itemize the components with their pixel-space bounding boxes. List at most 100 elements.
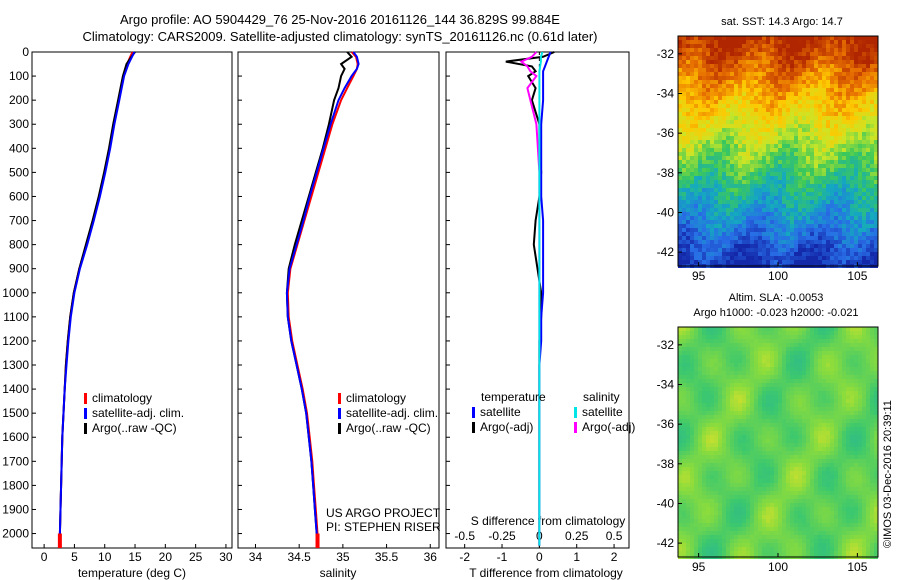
depth-tick-label: 1200 bbox=[2, 334, 29, 348]
depth-tick-label: 0 bbox=[22, 45, 29, 59]
difference-s-tick-label: 0.25 bbox=[565, 529, 589, 543]
depth-tick-label: 1100 bbox=[3, 310, 29, 324]
difference-legend-t-label: Argo(-adj) bbox=[480, 420, 533, 434]
salinity-legend-label: climatology bbox=[346, 391, 406, 405]
sla-map-x-tick-label: 100 bbox=[768, 560, 788, 574]
salinity-legend-swatch bbox=[338, 408, 341, 419]
difference-panel-frame bbox=[445, 51, 630, 549]
depth-tick-label: 1800 bbox=[2, 478, 29, 492]
temperature-x-tick-label: 30 bbox=[219, 550, 233, 564]
temperature-xlabel: temperature (deg C) bbox=[78, 566, 186, 580]
depth-tick-label: 300 bbox=[9, 117, 29, 131]
temperature-legend-swatch bbox=[84, 423, 87, 434]
salinity-panel-frame bbox=[237, 51, 440, 549]
temperature-x-tick-label: 20 bbox=[159, 550, 173, 564]
depth-tick-label: 800 bbox=[9, 238, 29, 252]
salinity-argo-line bbox=[285, 51, 354, 546]
difference-legend-s-label: Argo(-adj) bbox=[582, 420, 635, 434]
temperature-legend-swatch bbox=[84, 393, 87, 404]
temperature-x-tick-label: 0 bbox=[41, 550, 48, 564]
temperature-legend-swatch bbox=[84, 408, 87, 419]
difference-legend-salinity-heading: salinity bbox=[583, 390, 620, 404]
sla-map-y-tick-label: -32 bbox=[657, 338, 675, 352]
sst-map-y-tick-label: -36 bbox=[657, 126, 675, 140]
sst-map-y-tick-label: -40 bbox=[657, 205, 675, 219]
sla-map-y-tick-label: -42 bbox=[657, 536, 675, 550]
difference-legend-s-label: satellite bbox=[582, 405, 623, 419]
difference-t-x-tick-label: 1 bbox=[573, 550, 580, 564]
salinity-x-tick-label: 35.5 bbox=[375, 550, 399, 564]
depth-tick-label: 2000 bbox=[2, 527, 29, 541]
difference-legend-t-label: satellite bbox=[480, 405, 521, 419]
difference-s-tick-label: -0.5 bbox=[454, 529, 475, 543]
imos-watermark: ©IMOS 03-Dec-2016 20:39:11 bbox=[882, 400, 894, 548]
salinity-xlabel: salinity bbox=[320, 566, 357, 580]
difference-s-argo-line bbox=[519, 51, 541, 546]
depth-tick-label: 100 bbox=[9, 69, 29, 83]
temperature-climatology-line bbox=[58, 51, 134, 546]
difference-s-tick-label: -0.25 bbox=[488, 529, 516, 543]
figure-title-line1: Argo profile: AO 5904429_76 25-Nov-2016 … bbox=[120, 12, 560, 27]
depth-tick-label: 1600 bbox=[2, 430, 29, 444]
sst-map-y-tick-label: -42 bbox=[657, 245, 675, 259]
sst-map-x-tick-label: 100 bbox=[768, 269, 788, 283]
temperature-legend-label: climatology bbox=[92, 391, 152, 405]
sla-map-cells bbox=[678, 327, 878, 559]
temperature-legend-label: Argo(..raw -QC) bbox=[92, 421, 177, 435]
temperature-x-tick-label: 25 bbox=[189, 550, 203, 564]
depth-tick-label: 1000 bbox=[2, 286, 29, 300]
difference-t-x-tick-label: -1 bbox=[497, 550, 508, 564]
depth-tick-label: 1900 bbox=[2, 502, 29, 516]
difference-t-xlabel: T difference from climatology bbox=[469, 566, 623, 580]
sla-map-y-tick-label: -40 bbox=[657, 496, 675, 510]
salinity-x-tick-label: 34 bbox=[249, 550, 263, 564]
difference-t-argo-line bbox=[505, 51, 555, 546]
temperature-x-tick-label: 15 bbox=[128, 550, 142, 564]
depth-tick-label: 700 bbox=[9, 214, 29, 228]
sla-map-y-tick-label: -38 bbox=[657, 457, 675, 471]
salinity-x-tick-label: 34.5 bbox=[287, 550, 311, 564]
sla-map-y-tick-label: -34 bbox=[657, 378, 675, 392]
depth-tick-label: 200 bbox=[9, 93, 29, 107]
salinity-x-tick-label: 35 bbox=[336, 550, 350, 564]
figure-title-line2: Climatology: CARS2009. Satellite-adjuste… bbox=[82, 29, 598, 44]
sst-map-y-tick-label: -38 bbox=[657, 166, 675, 180]
difference-s-xlabel: S difference from climatology bbox=[471, 514, 626, 528]
salinity-bottom-marker bbox=[315, 533, 320, 548]
sst-map-cells bbox=[678, 36, 878, 268]
salinity-annotation-line2: PI: STEPHEN RISER bbox=[326, 520, 441, 534]
salinity-legend-swatch bbox=[338, 393, 341, 404]
temperature-x-tick-label: 10 bbox=[98, 550, 112, 564]
difference-t-x-tick-label: 2 bbox=[611, 550, 618, 564]
salinity-satellite-line bbox=[285, 51, 360, 546]
salinity-x-tick-label: 36 bbox=[424, 550, 438, 564]
sst-map-x-tick-label: 105 bbox=[847, 269, 867, 283]
sst-map-y-tick-label: -34 bbox=[657, 87, 675, 101]
sst-map-y-tick-label: -32 bbox=[657, 47, 675, 61]
depth-tick-label: 900 bbox=[9, 262, 29, 276]
difference-s-satellite-line bbox=[538, 51, 544, 546]
sst-map-title: sat. SST: 14.3 Argo: 14.7 bbox=[721, 16, 843, 28]
sla-map-x-tick-label: 105 bbox=[847, 560, 867, 574]
depth-tick-label: 1400 bbox=[2, 382, 29, 396]
sla-map-title-line2: Argo h1000: -0.023 h2000: -0.021 bbox=[693, 307, 858, 319]
difference-legend-temperature-heading: temperature bbox=[481, 390, 546, 404]
sla-map-x-tick-label: 95 bbox=[692, 560, 706, 574]
difference-t-x-tick-label: 0 bbox=[536, 550, 543, 564]
sla-map-title-line1: Altim. SLA: -0.0053 bbox=[729, 292, 824, 304]
temperature-bottom-marker bbox=[57, 533, 62, 548]
depth-tick-label: 500 bbox=[9, 165, 29, 179]
temperature-satellite-line bbox=[58, 51, 136, 546]
difference-t-x-tick-label: -2 bbox=[459, 550, 470, 564]
difference-s-tick-label: 0.5 bbox=[606, 529, 623, 543]
depth-tick-label: 1700 bbox=[2, 454, 29, 468]
difference-legend-s-swatch bbox=[574, 422, 577, 433]
salinity-legend-label: satellite-adj. clim. bbox=[346, 406, 438, 420]
depth-tick-label: 1300 bbox=[2, 358, 29, 372]
difference-legend-s-swatch bbox=[574, 407, 577, 418]
depth-tick-label: 600 bbox=[9, 189, 29, 203]
depth-tick-label: 400 bbox=[9, 141, 29, 155]
sla-map-y-tick-label: -36 bbox=[657, 417, 675, 431]
temperature-x-tick-label: 5 bbox=[71, 550, 78, 564]
